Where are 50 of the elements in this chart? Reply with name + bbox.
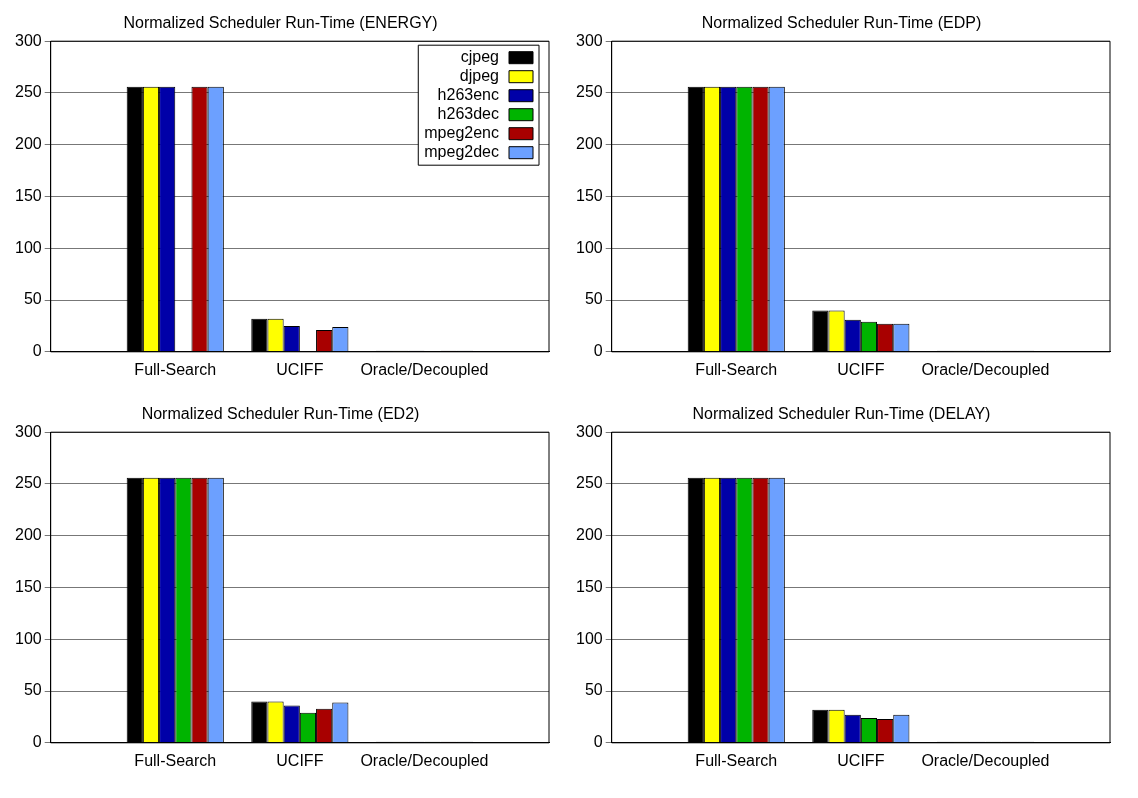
x-tick-label: Full-Search — [695, 360, 778, 378]
y-tick-label: 150 — [575, 577, 603, 595]
x-tick-label: Full-Search — [695, 751, 778, 769]
y-tick-label: 100 — [575, 629, 603, 647]
chart-title: Normalized Scheduler Run-Time (DELAY) — [692, 405, 991, 423]
y-tick-label: 250 — [575, 83, 603, 101]
y-tick-label: 200 — [575, 135, 603, 153]
x-tick-label: UCIFF — [837, 751, 885, 769]
y-tick-label: 100 — [575, 238, 603, 256]
y-tick-label: 100 — [14, 629, 42, 647]
y-tick-label: 0 — [32, 733, 42, 751]
legend-label: h263enc — [437, 86, 499, 104]
y-tick-label: 50 — [584, 290, 603, 308]
y-tick-label: 250 — [14, 474, 42, 492]
x-tick-label: UCIFF — [837, 360, 885, 378]
chart-title: Normalized Scheduler Run-Time (ED2) — [141, 405, 420, 423]
chart-title: Normalized Scheduler Run-Time (ENERGY) — [123, 14, 438, 32]
y-tick-label: 0 — [32, 342, 42, 360]
y-tick-label: 150 — [575, 186, 603, 204]
y-tick-label: 200 — [575, 526, 603, 544]
legend-label: cjpeg — [460, 48, 499, 66]
legend-label: djpeg — [459, 67, 499, 85]
x-tick-label: Full-Search — [134, 751, 217, 769]
y-tick-label: 300 — [14, 31, 42, 49]
y-tick-label: 0 — [593, 733, 603, 751]
chart-title: Normalized Scheduler Run-Time (EDP) — [701, 14, 982, 32]
y-tick-label: 250 — [575, 474, 603, 492]
x-tick-label: Oracle/Decoupled — [360, 751, 489, 769]
y-tick-label: 200 — [14, 526, 42, 544]
y-tick-label: 200 — [14, 135, 42, 153]
legend-label: h263dec — [437, 105, 499, 123]
legend-label: mpeg2enc — [424, 124, 499, 142]
x-tick-label: UCIFF — [276, 751, 324, 769]
y-tick-label: 0 — [593, 342, 603, 360]
y-tick-label: 150 — [14, 186, 42, 204]
y-tick-label: 300 — [575, 422, 603, 440]
y-tick-label: 300 — [575, 31, 603, 49]
y-tick-label: 250 — [14, 83, 42, 101]
y-tick-label: 50 — [584, 681, 603, 699]
x-tick-label: Oracle/Decoupled — [921, 360, 1050, 378]
x-tick-label: Full-Search — [134, 360, 217, 378]
x-tick-label: Oracle/Decoupled — [360, 360, 489, 378]
y-tick-label: 100 — [14, 238, 42, 256]
y-tick-label: 150 — [14, 577, 42, 595]
y-tick-label: 50 — [23, 290, 42, 308]
x-tick-label: Oracle/Decoupled — [921, 751, 1050, 769]
legend-label: mpeg2dec — [424, 143, 499, 161]
y-tick-label: 300 — [14, 422, 42, 440]
x-tick-label: UCIFF — [276, 360, 324, 378]
y-tick-label: 50 — [23, 681, 42, 699]
